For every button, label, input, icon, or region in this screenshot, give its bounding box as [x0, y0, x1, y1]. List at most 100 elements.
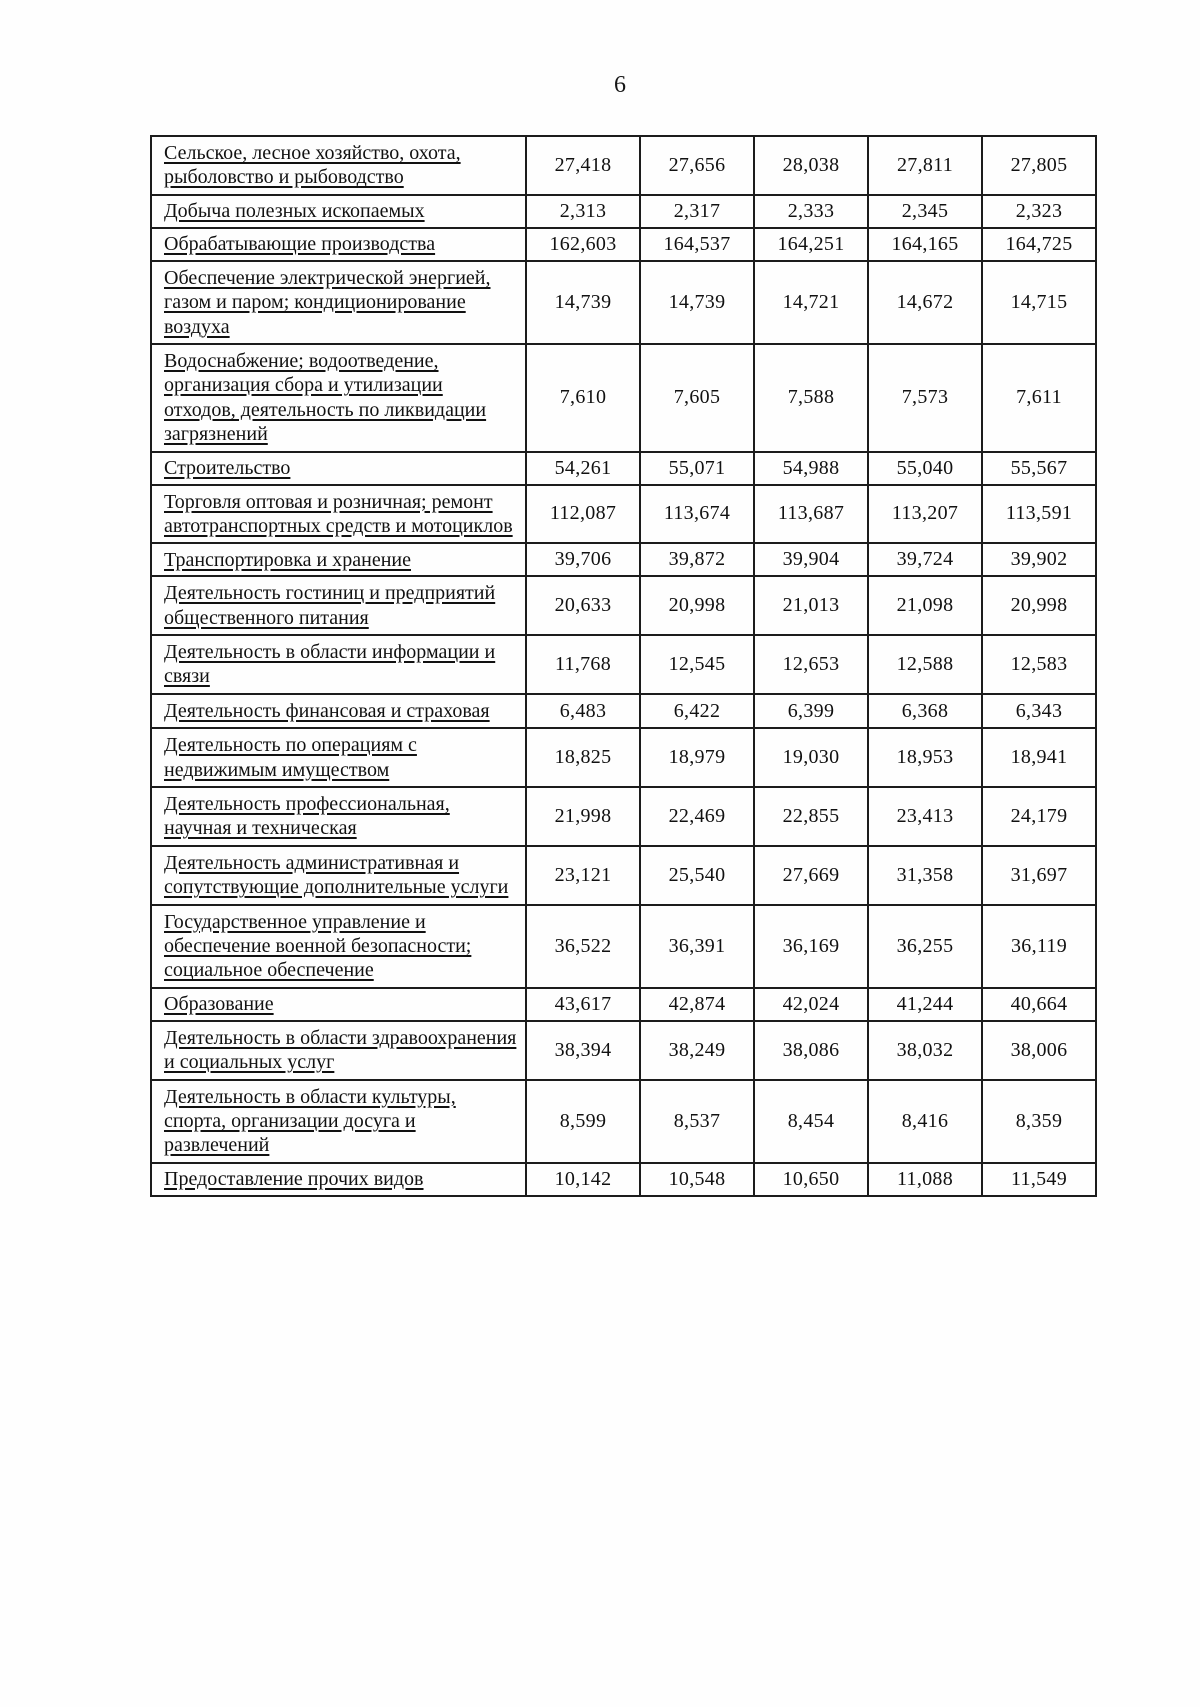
row-value: 22,469 — [639, 786, 755, 847]
table-row: Образование 43,617 42,874 42,024 41,244 40,66… — [150, 986, 1097, 1022]
row-label: Добыча полезных ископаемых — [150, 193, 527, 229]
row-label: Государственное управление и обеспечение… — [150, 903, 527, 989]
row-value: 20,998 — [639, 575, 755, 637]
table-row: Обрабатывающие производства 162,603 164,53… — [150, 226, 1097, 262]
row-value: 23,413 — [867, 786, 983, 847]
row-value: 36,119 — [981, 903, 1097, 989]
row-value: 31,358 — [867, 844, 983, 906]
row-value: 36,255 — [867, 903, 983, 989]
row-value: 7,610 — [525, 342, 641, 453]
statistics-table: Сельское, лесное хозяйство, охота, рыбол… — [150, 135, 1097, 1197]
row-label: Деятельность по операциям с недвижимым и… — [150, 727, 527, 789]
row-value: 39,706 — [525, 542, 641, 578]
row-value: 113,591 — [981, 483, 1097, 545]
table-body: Сельское, лесное хозяйство, охота, рыбол… — [150, 135, 1097, 1197]
table-row: Деятельность в области здравоохранения и… — [150, 1019, 1097, 1081]
row-value: 6,368 — [867, 692, 983, 730]
row-value: 27,805 — [981, 135, 1097, 196]
row-value: 12,545 — [639, 634, 755, 695]
row-value: 7,611 — [981, 342, 1097, 453]
table-row: Деятельность финансовая и страховая 6,483… — [150, 692, 1097, 730]
row-value: 7,588 — [753, 342, 869, 453]
row-value: 6,399 — [753, 692, 869, 730]
table-row: Транспортировка и хранение 39,706 39,872 39… — [150, 542, 1097, 578]
row-value: 11,088 — [867, 1161, 983, 1197]
table-row: Предоставление прочих видов 10,142 10,548 1… — [150, 1161, 1097, 1197]
table-row: Деятельность в области культуры, спорта,… — [150, 1078, 1097, 1164]
row-value: 6,483 — [525, 692, 641, 730]
row-value: 21,998 — [525, 786, 641, 847]
table-row: Деятельность по операциям с недвижимым и… — [150, 727, 1097, 789]
row-value: 36,522 — [525, 903, 641, 989]
row-value: 27,669 — [753, 844, 869, 906]
row-label: Деятельность финансовая и страховая — [150, 692, 527, 730]
row-value: 42,024 — [753, 986, 869, 1022]
row-value: 55,040 — [867, 450, 983, 486]
row-value: 38,249 — [639, 1019, 755, 1081]
table-row: Сельское, лесное хозяйство, охота, рыбол… — [150, 135, 1097, 196]
row-value: 2,313 — [525, 193, 641, 229]
table-row: Деятельность профессиональная, научная и… — [150, 786, 1097, 847]
table-row: Торговля оптовая и розничная; ремонт авт… — [150, 483, 1097, 545]
row-value: 54,988 — [753, 450, 869, 486]
row-value: 164,251 — [753, 226, 869, 262]
row-value: 38,006 — [981, 1019, 1097, 1081]
row-value: 8,537 — [639, 1078, 755, 1164]
row-value: 2,323 — [981, 193, 1097, 229]
row-value: 40,664 — [981, 986, 1097, 1022]
row-label: Предоставление прочих видов — [150, 1161, 527, 1197]
row-value: 10,548 — [639, 1161, 755, 1197]
table-row: Строительство 54,261 55,071 54,988 55,040 55,… — [150, 450, 1097, 486]
row-value: 7,573 — [867, 342, 983, 453]
row-value: 2,317 — [639, 193, 755, 229]
row-value: 21,098 — [867, 575, 983, 637]
row-value: 162,603 — [525, 226, 641, 262]
row-value: 55,567 — [981, 450, 1097, 486]
row-value: 10,142 — [525, 1161, 641, 1197]
row-label: Сельское, лесное хозяйство, охота, рыбол… — [150, 135, 527, 196]
row-label: Деятельность административная и сопутств… — [150, 844, 527, 906]
row-value: 164,537 — [639, 226, 755, 262]
table-row: Деятельность в области информации и связ… — [150, 634, 1097, 695]
row-value: 43,617 — [525, 986, 641, 1022]
row-value: 55,071 — [639, 450, 755, 486]
table-row: Государственное управление и обеспечение… — [150, 903, 1097, 989]
table-row: Обеспечение электрической энергией, газо… — [150, 259, 1097, 345]
row-value: 8,454 — [753, 1078, 869, 1164]
row-value: 27,418 — [525, 135, 641, 196]
table-row: Деятельность административная и сопутств… — [150, 844, 1097, 906]
row-label: Деятельность в области информации и связ… — [150, 634, 527, 695]
row-value: 6,422 — [639, 692, 755, 730]
row-label: Обрабатывающие производства — [150, 226, 527, 262]
row-label: Обеспечение электрической энергией, газо… — [150, 259, 527, 345]
row-value: 11,549 — [981, 1161, 1097, 1197]
row-value: 39,902 — [981, 542, 1097, 578]
row-value: 164,165 — [867, 226, 983, 262]
row-value: 41,244 — [867, 986, 983, 1022]
row-value: 14,672 — [867, 259, 983, 345]
table-row: Добыча полезных ископаемых 2,313 2,317 2,33… — [150, 193, 1097, 229]
row-value: 2,345 — [867, 193, 983, 229]
row-value: 31,697 — [981, 844, 1097, 906]
row-value: 113,674 — [639, 483, 755, 545]
row-value: 18,941 — [981, 727, 1097, 789]
row-value: 14,715 — [981, 259, 1097, 345]
row-value: 36,169 — [753, 903, 869, 989]
row-value: 21,013 — [753, 575, 869, 637]
row-value: 14,739 — [639, 259, 755, 345]
row-label: Деятельность гостиниц и предприятий обще… — [150, 575, 527, 637]
row-label: Водоснабжение; водоотведение, организаци… — [150, 342, 527, 453]
row-value: 27,811 — [867, 135, 983, 196]
row-value: 18,825 — [525, 727, 641, 789]
row-value: 25,540 — [639, 844, 755, 906]
row-value: 19,030 — [753, 727, 869, 789]
row-value: 39,904 — [753, 542, 869, 578]
row-value: 23,121 — [525, 844, 641, 906]
row-value: 10,650 — [753, 1161, 869, 1197]
row-value: 20,633 — [525, 575, 641, 637]
row-value: 27,656 — [639, 135, 755, 196]
row-value: 38,394 — [525, 1019, 641, 1081]
row-value: 20,998 — [981, 575, 1097, 637]
row-value: 38,032 — [867, 1019, 983, 1081]
